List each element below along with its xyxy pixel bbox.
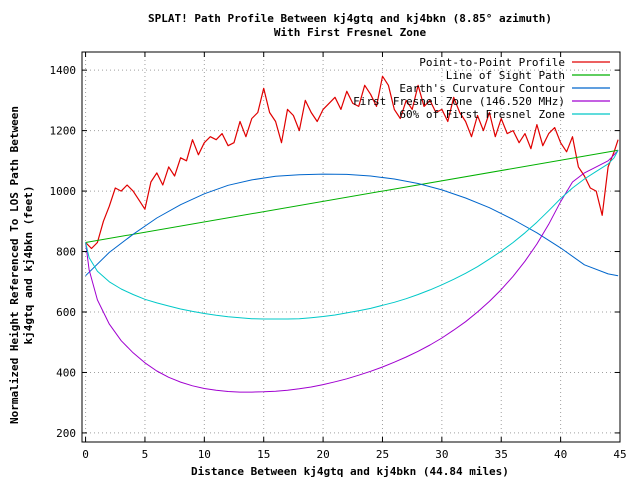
- x-tick-label: 20: [316, 448, 329, 461]
- series-line-0: [85, 75, 619, 250]
- tick-group: 0 5 10 15 20 25 30 35 40 45 200 400 600 800 1000 1200 14…: [50, 52, 627, 461]
- series-line-3: [85, 149, 619, 393]
- series-line-4: [85, 150, 619, 320]
- x-tick-label: 15: [257, 448, 270, 461]
- y-tick-label: 1400: [50, 64, 77, 77]
- x-axis-label: Distance Between kj4gtq and kj4bkn (44.8…: [191, 465, 509, 478]
- chart-title: SPLAT! Path Profile Between kj4gtq and k…: [148, 12, 552, 25]
- series-line-1: [85, 149, 619, 243]
- y-tick-label: 200: [56, 427, 76, 440]
- legend-label: Line of Sight Path: [446, 69, 565, 82]
- y-tick-label: 1000: [50, 185, 77, 198]
- legend-label: Earth's Curvature Contour: [399, 82, 565, 95]
- legend-label: First Fresnel Zone (146.520 MHz): [353, 95, 565, 108]
- y-tick-label: 400: [56, 366, 76, 379]
- x-tick-label: 5: [142, 448, 149, 461]
- x-tick-label: 10: [198, 448, 211, 461]
- y-tick-label: 600: [56, 306, 76, 319]
- x-tick-label: 40: [554, 448, 567, 461]
- legend-label: 60% of First Fresnel Zone: [399, 108, 565, 121]
- series-line-2: [85, 173, 619, 277]
- y-tick-label: 800: [56, 246, 76, 259]
- x-tick-label: 35: [495, 448, 508, 461]
- x-tick-label: 30: [435, 448, 448, 461]
- y-axis-label-group: Normalized Height Referenced To LOS Path…: [8, 106, 35, 424]
- grid: [82, 52, 621, 442]
- chart-subtitle: With First Fresnel Zone: [274, 26, 427, 39]
- y-axis-label-line-1: Normalized Height Referenced To LOS Path…: [8, 106, 21, 424]
- y-tick-label: 1200: [50, 125, 77, 138]
- x-tick-label: 0: [82, 448, 89, 461]
- y-axis-label-line-2: kj4gtq and kj4bkn (feet): [22, 186, 35, 345]
- x-tick-label: 45: [613, 448, 626, 461]
- plot-frame: [81, 51, 621, 443]
- series-group: [85, 75, 619, 393]
- legend-label: Point-to-Point Profile: [419, 56, 565, 69]
- x-tick-label: 25: [376, 448, 389, 461]
